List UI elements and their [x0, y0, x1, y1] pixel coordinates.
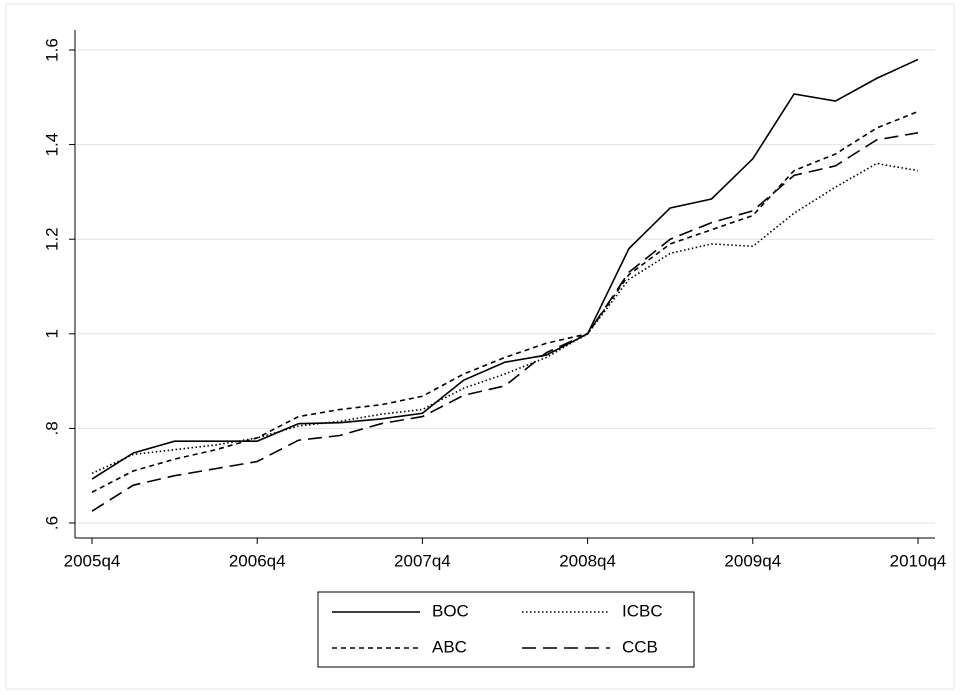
legend-label: BOC [432, 601, 469, 620]
x-tick-label: 2005q4 [64, 551, 121, 570]
series-line [91, 110, 919, 493]
x-tick-label: 2007q4 [394, 551, 451, 570]
series-line [91, 131, 919, 512]
legend-label: CCB [622, 637, 658, 656]
x-tick-label: 2006q4 [229, 551, 286, 570]
legend-box [317, 591, 695, 668]
series-line [91, 58, 919, 480]
x-tick-label: 2010q4 [890, 551, 947, 570]
y-tick-label: .6 [42, 516, 61, 530]
series-line [91, 162, 919, 475]
outer-frame [5, 3, 955, 690]
x-tick-label: 2009q4 [724, 551, 781, 570]
x-tick-label: 2008q4 [559, 551, 616, 570]
y-tick-label: 1.2 [42, 227, 61, 251]
legend-label: ABC [432, 637, 467, 656]
y-tick-label: .8 [42, 421, 61, 435]
y-tick-label: 1.6 [42, 38, 61, 62]
y-tick-label: 1 [42, 329, 61, 338]
y-tick-label: 1.4 [42, 133, 61, 157]
legend: BOC ICBC ABC CCB [317, 591, 695, 668]
legend-label: ICBC [622, 601, 663, 620]
